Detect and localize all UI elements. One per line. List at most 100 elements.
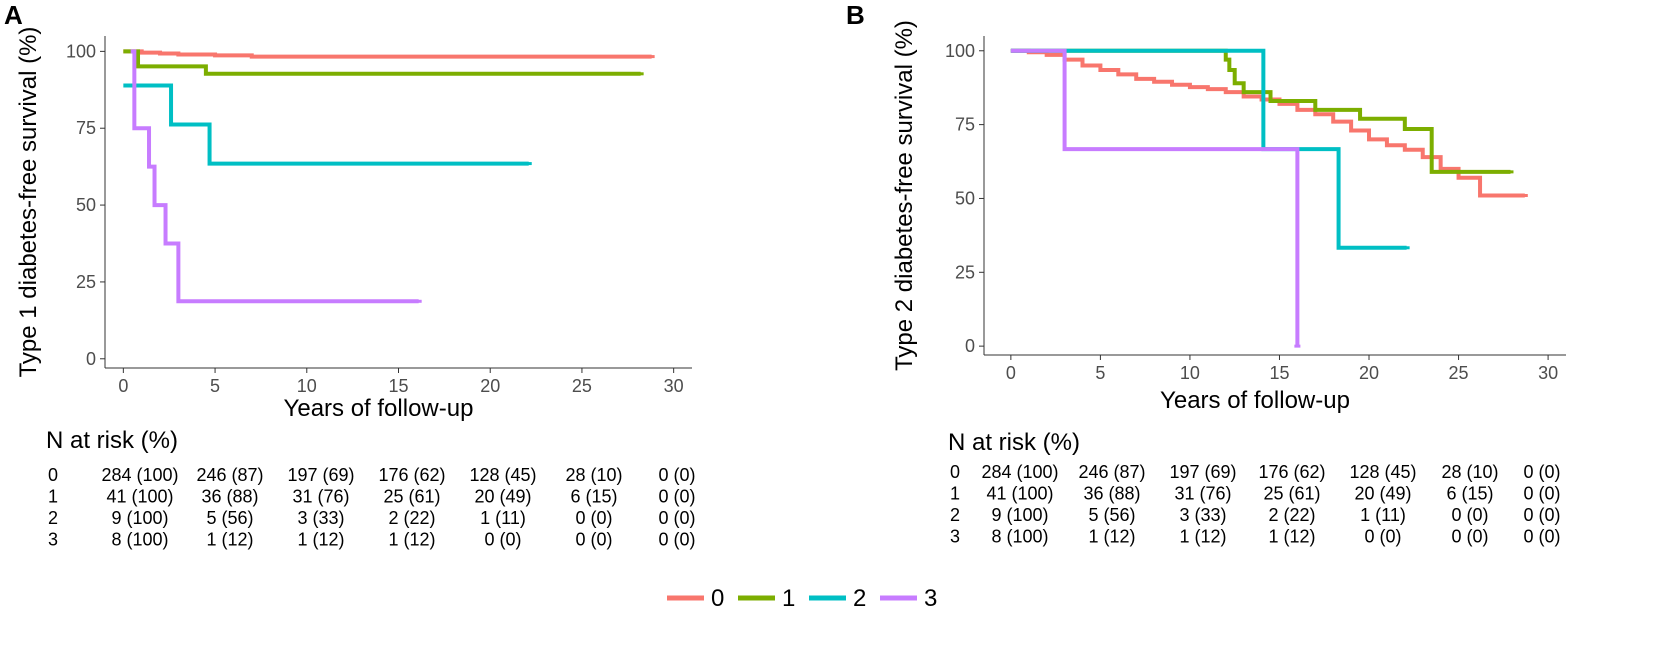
panel-b-risk-cell: 0 (0) bbox=[1451, 505, 1488, 525]
panel-a-y-tick-label: 25 bbox=[76, 272, 96, 292]
panel-b-curve-group-1 bbox=[1010, 48, 1511, 174]
panel-b-y-tick-label: 50 bbox=[955, 188, 975, 208]
panel-b-x-axis-title: Years of follow-up bbox=[1160, 387, 1350, 414]
panel-a-y-tick-label: 100 bbox=[66, 41, 96, 61]
panel-a-risk-cell: 31 (76) bbox=[292, 487, 349, 507]
panel-a-x-tick-label: 20 bbox=[480, 376, 500, 396]
panel-a-x-tick-label: 10 bbox=[297, 376, 317, 396]
panel-b-y-tick-label: 75 bbox=[955, 115, 975, 135]
panel-b-risk-cell: 1 (12) bbox=[1179, 527, 1226, 547]
panel-a-curve-group-2 bbox=[123, 83, 529, 166]
panel-b-risk-cell: 28 (10) bbox=[1441, 462, 1498, 482]
panel-b-risk-cell: 5 (56) bbox=[1088, 505, 1135, 525]
panel-b-risk-group-label: 0 bbox=[950, 462, 960, 482]
panel-b-y-tick-label: 100 bbox=[945, 41, 975, 61]
panel-b-curve-group-3 bbox=[1010, 48, 1300, 347]
panel-a-risk-cell: 284 (100) bbox=[101, 465, 178, 485]
panel-b-risk-group-label: 1 bbox=[950, 484, 960, 504]
panel-b-curve-group-0 bbox=[1010, 48, 1525, 198]
panel-b-risk-cell: 41 (100) bbox=[986, 484, 1053, 504]
panel-a-risk-cell: 36 (88) bbox=[201, 487, 258, 507]
panel-b-curve-group-2 bbox=[1010, 48, 1407, 250]
panel-a-risk-cell: 1 (12) bbox=[388, 530, 435, 550]
panel-b-risk-cell: 197 (69) bbox=[1169, 462, 1236, 482]
panel-b-risk-cell: 20 (49) bbox=[1354, 484, 1411, 504]
panel-a-risk-group-label: 2 bbox=[48, 508, 58, 528]
panel-a-label: A bbox=[4, 0, 23, 30]
panel-a-x-tick-label: 30 bbox=[664, 376, 684, 396]
panel-a-y-axis-title: Type 1 diabetes-free survival (%) bbox=[15, 27, 42, 378]
panel-a-risk-group-label: 0 bbox=[48, 465, 58, 485]
panel-a-risk-table-title: N at risk (%) bbox=[46, 427, 178, 454]
panel-b-risk-cell: 284 (100) bbox=[981, 462, 1058, 482]
panel-a-risk-cell: 0 (0) bbox=[658, 508, 695, 528]
panel-b-risk-cell: 0 (0) bbox=[1523, 484, 1560, 504]
panel-b-risk-cell: 0 (0) bbox=[1364, 527, 1401, 547]
panel-a-risk-cell: 28 (10) bbox=[565, 465, 622, 485]
panel-a-risk-cell: 20 (49) bbox=[474, 487, 531, 507]
panel-b-risk-table-title: N at risk (%) bbox=[948, 429, 1080, 456]
panel-a-x-axis-title: Years of follow-up bbox=[284, 395, 474, 422]
panel-a-risk-cell: 41 (100) bbox=[106, 487, 173, 507]
panel-b-risk-cell: 246 (87) bbox=[1078, 462, 1145, 482]
panel-b-risk-cell: 1 (12) bbox=[1088, 527, 1135, 547]
panel-b-risk-group-label: 3 bbox=[950, 527, 960, 547]
panel-a-risk-group-label: 3 bbox=[48, 530, 58, 550]
panel-b-x-tick-label: 25 bbox=[1449, 363, 1469, 383]
panel-a-x-tick-label: 15 bbox=[388, 376, 408, 396]
legend-label-group-2: 2 bbox=[853, 585, 866, 612]
panel-b-risk-cell: 1 (12) bbox=[1268, 527, 1315, 547]
legend-label-group-1: 1 bbox=[782, 585, 795, 612]
panel-a-risk-group-label: 1 bbox=[48, 487, 58, 507]
panel-a-risk-cell: 8 (100) bbox=[111, 530, 168, 550]
panel-b-risk-cell: 2 (22) bbox=[1268, 505, 1315, 525]
panel-a-y-tick-label: 50 bbox=[76, 195, 96, 215]
panel-a-x-tick-label: 25 bbox=[572, 376, 592, 396]
panel-a-risk-cell: 2 (22) bbox=[388, 508, 435, 528]
panel-b-risk-cell: 3 (33) bbox=[1179, 505, 1226, 525]
panel-b-risk-cell: 8 (100) bbox=[991, 527, 1048, 547]
panel-a-x-tick-label: 5 bbox=[210, 376, 220, 396]
panel-a-x-tick-label: 0 bbox=[118, 376, 128, 396]
panel-a-risk-cell: 1 (12) bbox=[206, 530, 253, 550]
panel-b-x-tick-label: 30 bbox=[1538, 363, 1558, 383]
panel-a-risk-cell: 25 (61) bbox=[383, 487, 440, 507]
panel-b-y-tick-label: 25 bbox=[955, 262, 975, 282]
panel-a-risk-cell: 5 (56) bbox=[206, 508, 253, 528]
panel-b-risk-cell: 9 (100) bbox=[991, 505, 1048, 525]
panel-a-risk-cell: 246 (87) bbox=[196, 465, 263, 485]
panel-a-curve-group-3 bbox=[130, 49, 419, 304]
legend-label-group-3: 3 bbox=[924, 585, 937, 612]
panel-a-risk-cell: 6 (15) bbox=[570, 487, 617, 507]
panel-a-risk-cell: 3 (33) bbox=[297, 508, 344, 528]
panel-b-x-tick-label: 5 bbox=[1095, 363, 1105, 383]
panel-b-risk-group-label: 2 bbox=[950, 505, 960, 525]
panel-a-risk-cell: 1 (11) bbox=[480, 508, 526, 528]
panel-b-y-tick-label: 0 bbox=[965, 336, 975, 356]
panel-b-risk-cell: 6 (15) bbox=[1446, 484, 1493, 504]
panel-a-y-tick-label: 75 bbox=[76, 118, 96, 138]
panel-a-risk-cell: 0 (0) bbox=[658, 487, 695, 507]
panel-a-risk-cell: 9 (100) bbox=[111, 508, 168, 528]
panel-a-risk-cell: 0 (0) bbox=[658, 465, 695, 485]
panel-b-risk-cell: 0 (0) bbox=[1523, 527, 1560, 547]
panel-b-risk-cell: 25 (61) bbox=[1263, 484, 1320, 504]
panel-a-risk-cell: 1 (12) bbox=[297, 530, 344, 550]
panel-a-y-tick-label: 0 bbox=[86, 349, 96, 369]
panel-b-x-tick-label: 20 bbox=[1359, 363, 1379, 383]
panel-b-risk-cell: 31 (76) bbox=[1174, 484, 1231, 504]
panel-b-risk-cell: 0 (0) bbox=[1523, 505, 1560, 525]
panel-b-risk-cell: 36 (88) bbox=[1083, 484, 1140, 504]
panel-b-risk-cell: 0 (0) bbox=[1451, 527, 1488, 547]
panel-b-risk-cell: 1 (11) bbox=[1360, 505, 1406, 525]
panel-a-risk-cell: 0 (0) bbox=[575, 530, 612, 550]
panel-b-y-axis-title: Type 2 diabetes-free survival (%) bbox=[891, 20, 918, 371]
panel-b-risk-cell: 0 (0) bbox=[1523, 462, 1560, 482]
panel-a-risk-cell: 197 (69) bbox=[287, 465, 354, 485]
panel-a-risk-cell: 128 (45) bbox=[469, 465, 536, 485]
panel-b-x-tick-label: 15 bbox=[1269, 363, 1289, 383]
panel-b-x-tick-label: 0 bbox=[1006, 363, 1016, 383]
panel-a-risk-cell: 0 (0) bbox=[484, 530, 521, 550]
panel-b-label: B bbox=[846, 0, 865, 30]
